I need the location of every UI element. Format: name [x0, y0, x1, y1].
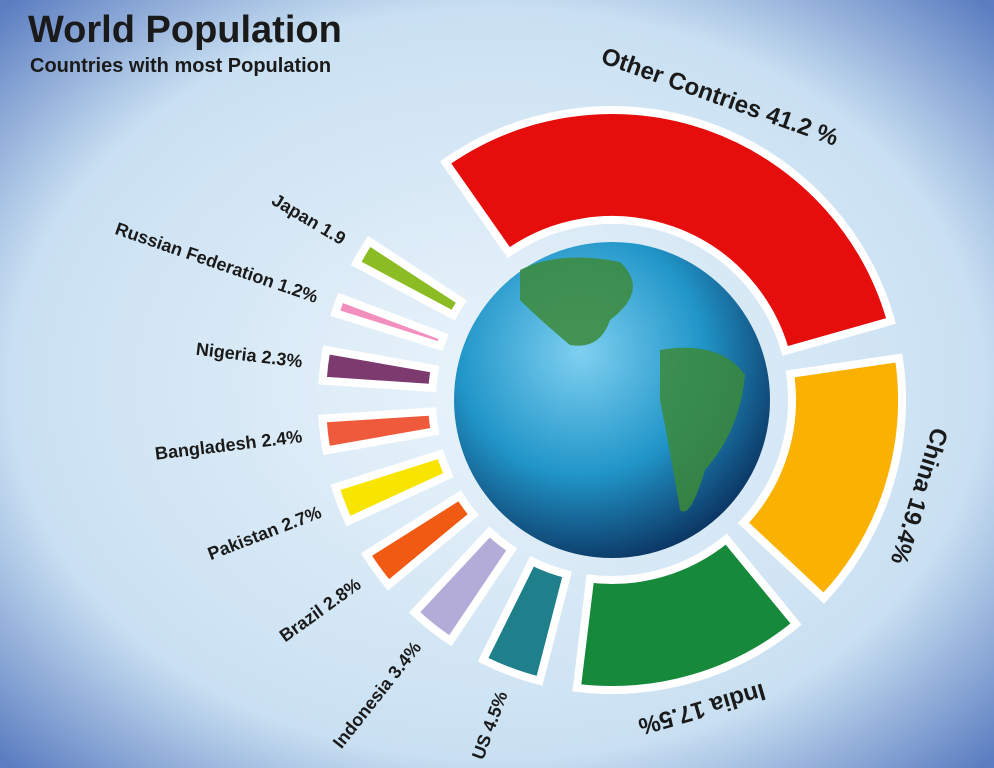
wedge — [408, 526, 518, 647]
landmass — [660, 347, 745, 512]
wedge — [318, 345, 440, 393]
chart-subtitle: Countries with most Population — [30, 55, 331, 77]
wedge — [440, 106, 896, 356]
slice-label: Nigeria 2.3% — [195, 339, 304, 372]
wedge — [330, 292, 449, 352]
landmass — [520, 257, 633, 346]
chart-title: World Population — [28, 9, 342, 51]
wedges — [318, 106, 906, 694]
wedge — [737, 353, 906, 604]
globe — [454, 242, 770, 558]
wedge — [318, 407, 440, 456]
wedge — [572, 533, 802, 694]
wedge — [350, 235, 467, 321]
wedge — [477, 555, 572, 686]
wedge — [330, 449, 454, 527]
wedge — [361, 490, 479, 591]
value-label: 2.3% — [260, 347, 303, 372]
value-label: 2.4% — [260, 426, 303, 451]
